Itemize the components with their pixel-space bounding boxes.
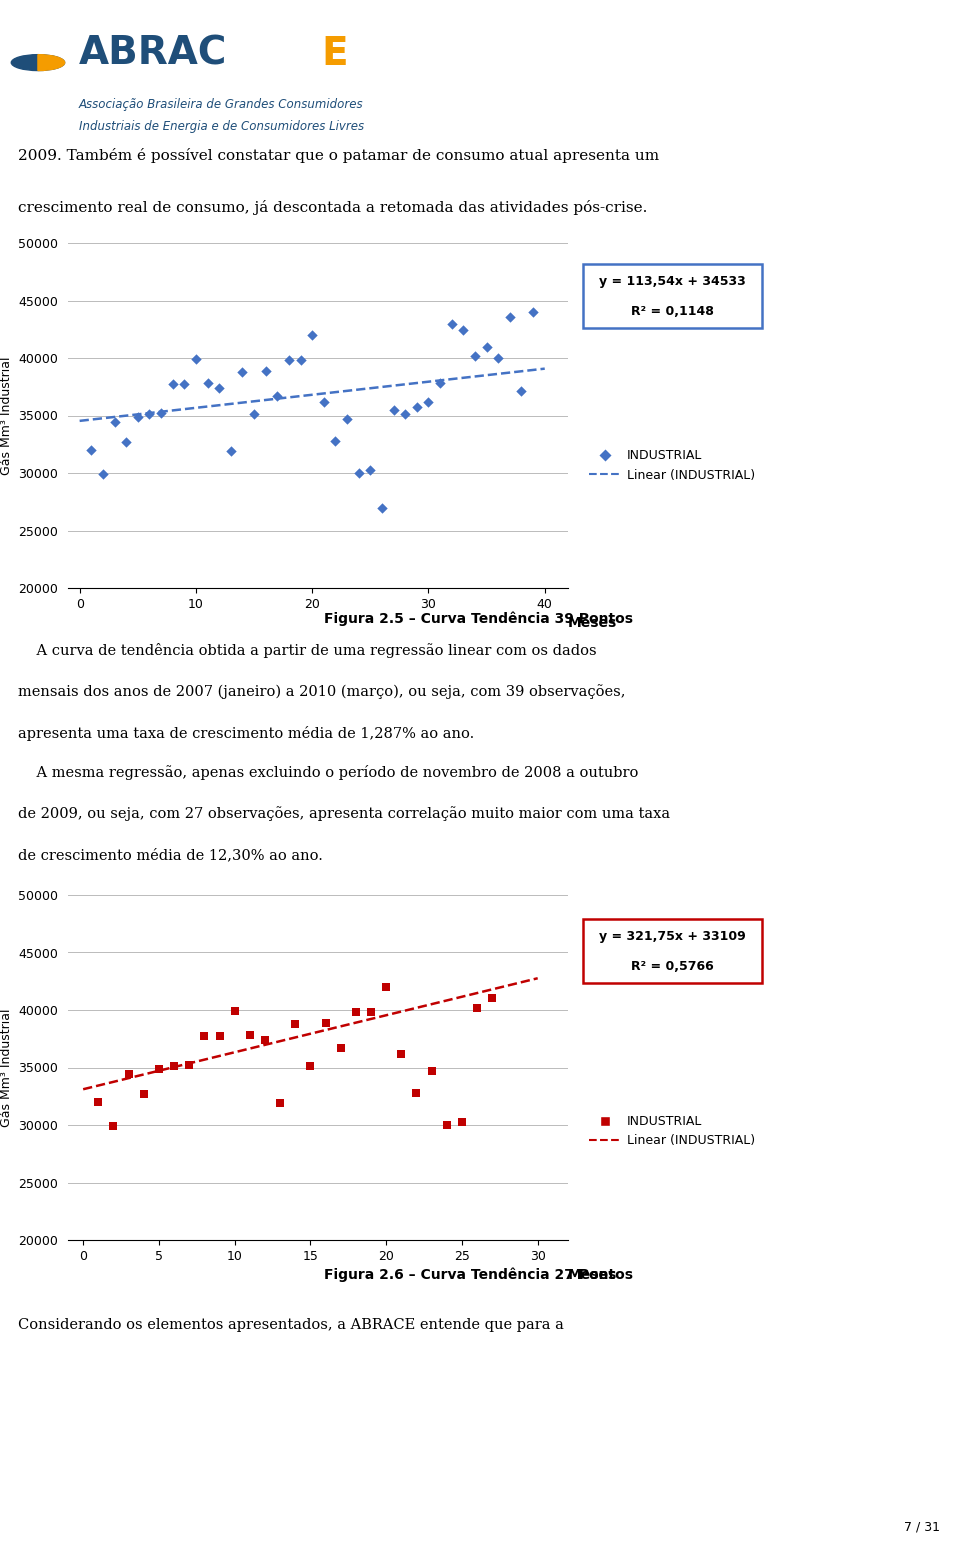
Point [363, 457, 378, 482]
Text: mensais dos anos de 2007 (janeiro) a 2010 (março), ou seja, com 39 observações,: mensais dos anos de 2007 (janeiro) a 201… [18, 685, 626, 699]
Point [340, 406, 355, 431]
Text: E: E [322, 34, 348, 73]
Point [152, 1056, 167, 1080]
Text: Industriais de Energia e de Consumidores Livres: Industriais de Energia e de Consumidores… [79, 119, 364, 133]
FancyBboxPatch shape [583, 919, 762, 983]
Text: Meses: Meses [568, 615, 617, 629]
Text: y = 113,54x + 34533: y = 113,54x + 34533 [599, 274, 746, 288]
Text: apresenta uma taxa de crescimento média de 1,287% ao ano.: apresenta uma taxa de crescimento média … [18, 725, 474, 741]
Y-axis label: Gás Mm³ Industrial: Gás Mm³ Industrial [0, 1008, 12, 1127]
Text: R² = 0,5766: R² = 0,5766 [631, 961, 714, 973]
Point [270, 383, 285, 408]
Text: A mesma regressão, apenas excluindo o período de novembro de 2008 a outubro: A mesma regressão, apenas excluindo o pe… [18, 766, 638, 780]
Text: de 2009, ou seja, com 27 observações, apresenta correlação muito maior com uma t: de 2009, ou seja, com 27 observações, ap… [18, 806, 670, 822]
Point [106, 1114, 121, 1139]
Point [468, 343, 483, 367]
Point [397, 401, 413, 426]
Point [316, 389, 331, 414]
Point [439, 1113, 454, 1138]
Point [378, 975, 394, 1000]
Point [188, 347, 204, 372]
Point [211, 375, 227, 400]
Point [479, 335, 494, 360]
Text: Associação Brasileira de Grandes Consumidores: Associação Brasileira de Grandes Consumi… [79, 98, 364, 112]
Point [166, 1054, 181, 1079]
Point [142, 401, 157, 426]
Point [118, 429, 133, 454]
Point [348, 1000, 364, 1025]
Point [351, 460, 367, 485]
Text: de crescimento média de 12,30% ao ano.: de crescimento média de 12,30% ao ano. [18, 848, 323, 862]
Wedge shape [38, 54, 64, 71]
Text: 7 / 31: 7 / 31 [904, 1521, 940, 1534]
Point [409, 1080, 424, 1105]
Point [177, 372, 192, 397]
Point [273, 1091, 288, 1116]
Point [247, 401, 262, 426]
Point [131, 405, 146, 429]
Point [242, 1023, 257, 1048]
Text: Considerando os elementos apresentados, a ABRACE entende que para a: Considerando os elementos apresentados, … [18, 1318, 564, 1331]
Point [502, 304, 517, 329]
Point [258, 358, 274, 383]
Point [304, 322, 320, 347]
Point [181, 1052, 197, 1077]
Point [293, 347, 308, 372]
Point [288, 1012, 303, 1037]
Text: A curva de tendência obtida a partir de uma regressão linear com os dados: A curva de tendência obtida a partir de … [18, 643, 596, 659]
Point [386, 397, 401, 422]
Point [227, 998, 242, 1023]
Text: Figura 2.6 – Curva Tendência 27 Pontos: Figura 2.6 – Curva Tendência 27 Pontos [324, 1268, 633, 1282]
Point [525, 299, 540, 324]
Point [165, 372, 180, 397]
Point [121, 1062, 136, 1087]
Point [409, 395, 424, 420]
Point [456, 318, 471, 343]
Point [469, 995, 485, 1020]
Point [491, 346, 506, 370]
Point [223, 439, 238, 463]
Point [420, 389, 436, 414]
Point [485, 986, 500, 1011]
Point [212, 1025, 228, 1049]
FancyBboxPatch shape [583, 265, 762, 327]
Y-axis label: Gás Mm³ Industrial: Gás Mm³ Industrial [0, 356, 12, 474]
Point [514, 378, 529, 403]
Point [333, 1035, 348, 1060]
Point [318, 1011, 333, 1035]
Text: crescimento real de consumo, já descontada a retomada das atividades pós-crise.: crescimento real de consumo, já desconta… [18, 200, 647, 215]
Point [154, 401, 169, 426]
Legend: INDUSTRIAL, Linear (INDUSTRIAL): INDUSTRIAL, Linear (INDUSTRIAL) [589, 1114, 755, 1147]
Point [257, 1028, 273, 1052]
Text: R² = 0,1148: R² = 0,1148 [631, 305, 714, 318]
Point [200, 370, 215, 395]
Text: ABRAC: ABRAC [79, 34, 228, 73]
Point [432, 370, 447, 395]
Point [84, 437, 99, 462]
Point [424, 1059, 440, 1083]
Point [136, 1082, 152, 1107]
Text: 2009. Também é possível constatar que o patamar de consumo atual apresenta um: 2009. Também é possível constatar que o … [18, 147, 660, 163]
Point [327, 428, 343, 453]
Point [444, 312, 460, 336]
Point [363, 1000, 378, 1025]
Point [302, 1054, 318, 1079]
Point [197, 1025, 212, 1049]
Text: Meses: Meses [568, 1268, 617, 1282]
Point [107, 411, 122, 436]
Point [394, 1042, 409, 1066]
Point [90, 1090, 106, 1114]
Point [95, 462, 110, 487]
Point [374, 494, 390, 519]
Text: y = 321,75x + 33109: y = 321,75x + 33109 [599, 930, 746, 942]
Point [235, 360, 251, 384]
Legend: INDUSTRIAL, Linear (INDUSTRIAL): INDUSTRIAL, Linear (INDUSTRIAL) [589, 449, 755, 482]
Point [281, 347, 297, 372]
Circle shape [12, 54, 64, 71]
Point [454, 1110, 469, 1135]
Text: Figura 2.5 – Curva Tendência 39 Pontos: Figura 2.5 – Curva Tendência 39 Pontos [324, 612, 633, 626]
